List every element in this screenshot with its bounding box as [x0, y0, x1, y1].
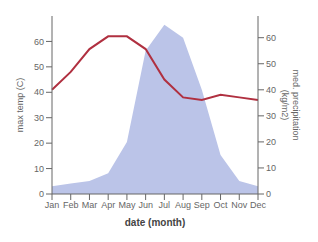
svg-text:Jun: Jun: [138, 200, 153, 210]
svg-text:Sep: Sep: [194, 200, 210, 210]
svg-text:med. precipitation(kg/m2): med. precipitation(kg/m2): [280, 69, 301, 140]
svg-text:50: 50: [34, 62, 44, 72]
svg-text:30: 30: [266, 111, 276, 121]
svg-text:60: 60: [34, 37, 44, 47]
svg-text:Nov: Nov: [231, 200, 248, 210]
svg-text:10: 10: [34, 164, 44, 174]
svg-text:date (month): date (month): [125, 217, 186, 228]
svg-text:Jan: Jan: [45, 200, 60, 210]
svg-text:Apr: Apr: [101, 200, 115, 210]
svg-text:20: 20: [34, 138, 44, 148]
svg-text:Dec: Dec: [250, 200, 267, 210]
svg-text:50: 50: [266, 59, 276, 69]
svg-text:30: 30: [34, 113, 44, 123]
svg-text:0: 0: [39, 189, 44, 199]
svg-text:10: 10: [266, 163, 276, 173]
svg-text:40: 40: [34, 87, 44, 97]
svg-text:Feb: Feb: [63, 200, 79, 210]
svg-text:60: 60: [266, 33, 276, 43]
svg-text:20: 20: [266, 137, 276, 147]
svg-text:May: May: [118, 200, 136, 210]
svg-text:0: 0: [266, 189, 271, 199]
svg-text:Aug: Aug: [175, 200, 191, 210]
svg-text:max temp (C): max temp (C): [15, 78, 25, 133]
svg-text:Jul: Jul: [159, 200, 171, 210]
svg-text:Oct: Oct: [214, 200, 229, 210]
svg-text:40: 40: [266, 85, 276, 95]
svg-text:Mar: Mar: [82, 200, 98, 210]
